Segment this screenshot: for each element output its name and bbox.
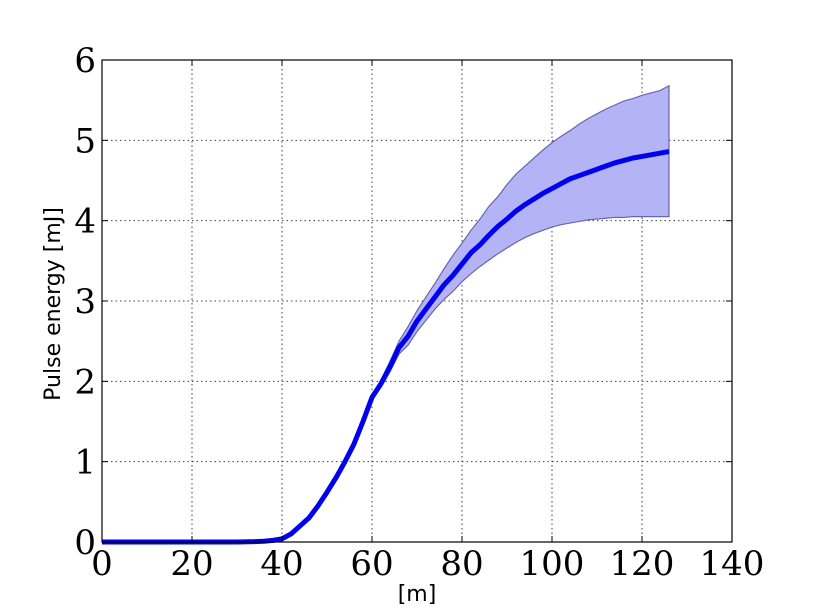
data-line-layer (102, 149, 670, 545)
x-tick-label: 100 (520, 544, 585, 584)
x-tick-label: 120 (610, 544, 675, 584)
x-tick-label: 80 (440, 544, 483, 584)
y-tick-label: 4 (74, 202, 96, 242)
uncertainty-band (371, 84, 670, 401)
uncertainty-band-layer (371, 84, 670, 401)
x-tick-label: 60 (350, 544, 393, 584)
tick-layer: 0 20 40 60 80 100 120 140 0 1 2 3 4 5 6 (74, 41, 764, 584)
y-tick-label: 3 (74, 282, 96, 322)
y-axis-label: Pulse energy [mJ] (41, 207, 66, 401)
x-tick-label: 20 (170, 544, 213, 584)
x-tick-label: 140 (700, 544, 765, 584)
x-axis-label: [m] (398, 582, 437, 607)
y-tick-label: 2 (74, 362, 96, 402)
y-tick-label: 6 (74, 41, 96, 81)
x-tick-label: 40 (260, 544, 303, 584)
y-tick-label: 1 (74, 443, 96, 483)
y-tick-label: 0 (74, 523, 96, 563)
grid-lines (102, 60, 732, 542)
x-tick-label: 0 (91, 544, 113, 584)
y-tick-label: 5 (74, 121, 96, 161)
pulse-energy-line (102, 149, 670, 545)
